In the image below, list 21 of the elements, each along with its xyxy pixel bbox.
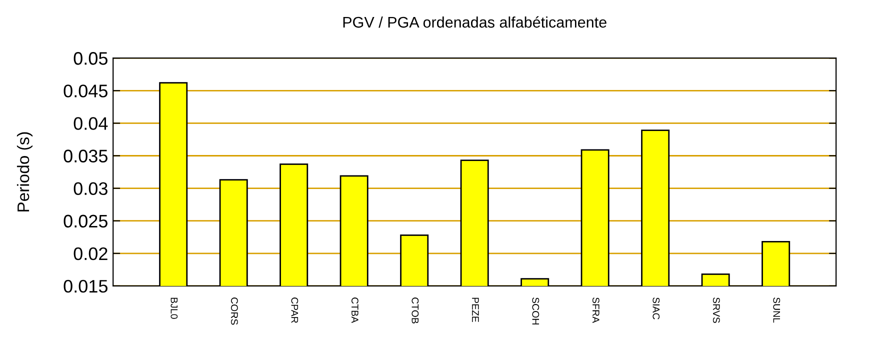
y-tick-label: 0.02 <box>74 247 108 260</box>
x-tick-label: SIAC <box>652 298 660 320</box>
y-tick-label: 0.015 <box>64 280 108 293</box>
y-tick-label: 0.025 <box>64 214 108 228</box>
y-tick-label: 0.045 <box>64 84 108 98</box>
y-tick-label: 0.04 <box>74 117 108 130</box>
x-tick-label: CORS <box>230 298 238 325</box>
y-axis-title: Periodo (s) <box>16 132 32 212</box>
x-tick-label: SRVS <box>712 298 720 323</box>
y-tick-label: 0.035 <box>64 150 108 162</box>
x-tick-label: SUNL <box>773 298 780 323</box>
x-tick-label: CTOB <box>412 298 419 324</box>
x-tick-label: SFRA <box>592 298 600 323</box>
x-tick-label: BJL0 <box>170 298 178 319</box>
y-tick-label: 0.03 <box>74 182 108 196</box>
x-tick-label: SCOH <box>532 298 540 324</box>
chart-title: PGV / PGA ordenadas alfabéticamente <box>343 16 606 28</box>
x-tick-label: CTBA <box>351 298 358 323</box>
y-tick-label: 0.05 <box>74 52 108 65</box>
x-tick-label: PEZE <box>472 298 479 322</box>
x-tick-label: CPAR <box>291 298 298 323</box>
